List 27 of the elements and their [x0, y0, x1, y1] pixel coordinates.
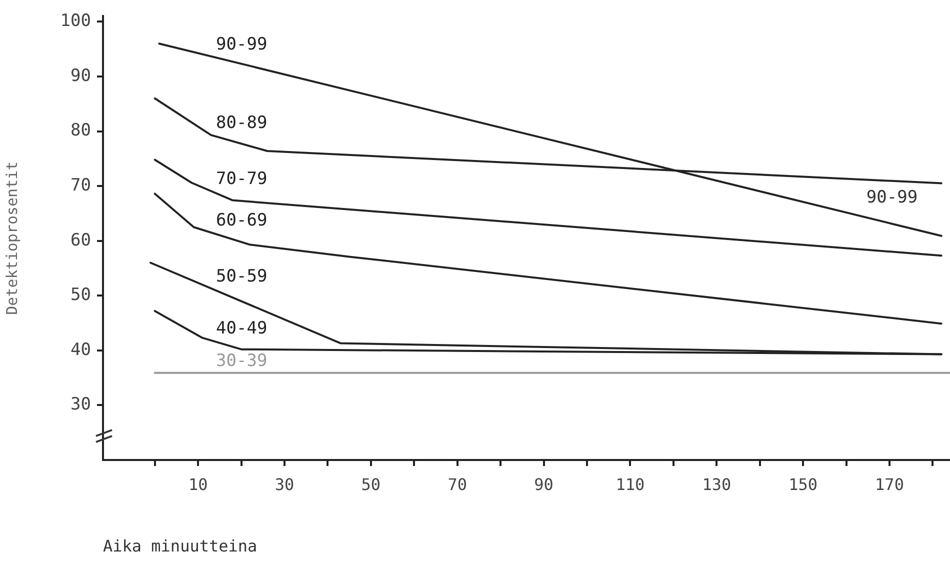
x-tick-label: 130 [702, 474, 732, 494]
series-label: 90-99 [216, 34, 268, 54]
x-tick-label: 170 [875, 474, 904, 494]
y-tick-label: 100 [60, 11, 91, 32]
series-label: 70-79 [216, 168, 268, 189]
y-tick-label: 30 [70, 394, 91, 415]
y-tick-label: 80 [70, 120, 91, 141]
y-axis-title: Detektioprosentit [2, 161, 21, 315]
y-tick-label: 40 [70, 340, 91, 360]
x-tick-label: 30 [274, 474, 294, 494]
annotation: 90-99 [866, 188, 918, 208]
series-label: 60-69 [216, 210, 268, 230]
series-label: 30-39 [216, 350, 268, 371]
series-label: 40-49 [216, 318, 268, 338]
y-tick-label: 70 [70, 175, 91, 196]
x-axis-title: Aika minuutteina [103, 536, 258, 556]
y-tick-label: 90 [70, 66, 91, 86]
x-tick-label: 110 [616, 474, 645, 494]
series-label: 50-59 [216, 266, 268, 286]
x-tick-label: 70 [448, 474, 467, 494]
x-tick-label: 90 [534, 474, 554, 494]
y-tick-label: 60 [70, 230, 91, 250]
series-label: 80-89 [216, 113, 268, 134]
x-tick-label: 10 [188, 474, 208, 494]
x-tick-label: 150 [788, 474, 818, 494]
y-tick-label: 50 [70, 285, 91, 306]
x-tick-label: 50 [361, 474, 381, 494]
